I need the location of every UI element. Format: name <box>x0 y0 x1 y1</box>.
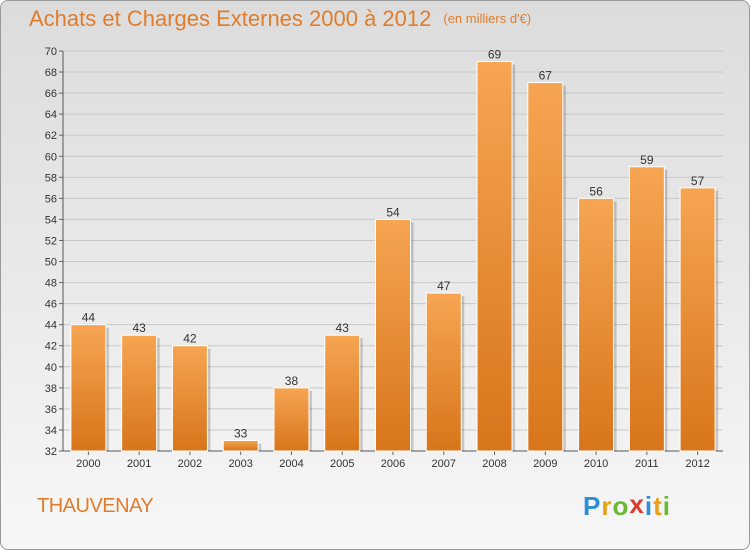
x-tick-label: 2003 <box>228 458 252 470</box>
bar-2003 <box>222 439 259 452</box>
y-tick-label: 44 <box>45 320 57 332</box>
value-label: 69 <box>488 48 502 62</box>
bar-2006 <box>375 218 411 452</box>
x-tick-label: 2000 <box>76 458 100 470</box>
logo-letter: P <box>583 491 602 521</box>
x-tick-label: 2005 <box>330 458 354 470</box>
y-tick-label: 36 <box>45 404 57 416</box>
y-tick-label: 46 <box>45 299 57 311</box>
value-label: 47 <box>437 279 451 293</box>
title-text: Achats et Charges Externes 2000 à 2012 <box>29 6 432 31</box>
y-tick-label: 50 <box>45 257 57 269</box>
labels: 32 34 36 38 40 42 44 46 48 50 52 54 56 58 60 62 64 66 68 70… <box>45 46 710 470</box>
y-tick-label: 54 <box>45 214 57 226</box>
y-tick-label: 68 <box>45 67 57 79</box>
bar-2000 <box>70 324 107 452</box>
bar-2010 <box>578 197 615 452</box>
value-label: 57 <box>691 174 705 188</box>
value-label: 33 <box>234 426 248 440</box>
y-tick-label: 34 <box>45 425 57 437</box>
town-name: THAUVENAY <box>37 495 154 517</box>
value-label: 67 <box>539 69 553 83</box>
bar-2009 <box>527 82 564 452</box>
bar-2004 <box>273 387 310 452</box>
x-tick-label: 2006 <box>381 458 405 470</box>
value-label: 59 <box>640 153 654 167</box>
x-tick-label: 2002 <box>178 458 202 470</box>
bar-2001 <box>121 334 158 452</box>
logo-letter: t <box>653 491 663 521</box>
value-label: 42 <box>183 332 197 346</box>
chart-title: Achats et Charges Externes 2000 à 2012 (e… <box>29 6 531 32</box>
value-label: 43 <box>336 321 350 335</box>
bar-2011 <box>628 166 665 452</box>
y-tick-label: 70 <box>45 46 57 58</box>
y-tick-label: 38 <box>45 383 57 395</box>
unit-label: (en milliers d'€) <box>443 11 532 26</box>
bar-2012 <box>679 187 716 452</box>
bar-2008 <box>476 61 513 452</box>
bar-2002 <box>171 345 208 452</box>
value-label: 54 <box>386 205 400 219</box>
y-tick-label: 60 <box>45 151 57 163</box>
value-label: 56 <box>589 184 603 198</box>
y-tick-label: 58 <box>45 172 57 184</box>
bar-2007 <box>425 292 462 452</box>
y-tick-label: 40 <box>45 362 57 374</box>
y-tick-label: 62 <box>45 130 57 142</box>
x-tick-label: 2007 <box>432 458 456 470</box>
y-tick-label: 56 <box>45 193 57 205</box>
bars <box>70 61 719 452</box>
x-tick-label: 2001 <box>127 458 151 470</box>
x-tick-label: 2011 <box>635 458 659 470</box>
x-tick-label: 2008 <box>482 458 506 470</box>
logo-letter: i <box>662 491 671 521</box>
logo-letter: x <box>629 489 645 519</box>
y-tick-label: 66 <box>45 88 57 100</box>
logo-letter: r <box>601 491 613 521</box>
x-tick-label: 2010 <box>584 458 608 470</box>
y-tick-label: 52 <box>45 235 57 247</box>
value-label: 43 <box>132 321 146 335</box>
value-label: 44 <box>82 311 96 325</box>
proxiti-logo: Proxiti <box>583 489 671 522</box>
bar-2005 <box>324 334 361 452</box>
x-tick-label: 2004 <box>279 458 303 470</box>
y-tick-label: 42 <box>45 341 57 353</box>
value-label: 38 <box>285 374 299 388</box>
y-tick-label: 64 <box>45 109 57 121</box>
logo-letter: o <box>612 491 630 521</box>
y-tick-label: 32 <box>45 446 57 458</box>
x-tick-label: 2009 <box>533 458 557 470</box>
x-tick-label: 2012 <box>685 458 709 470</box>
logo-letter: i <box>644 491 654 521</box>
y-tick-label: 48 <box>45 278 57 290</box>
